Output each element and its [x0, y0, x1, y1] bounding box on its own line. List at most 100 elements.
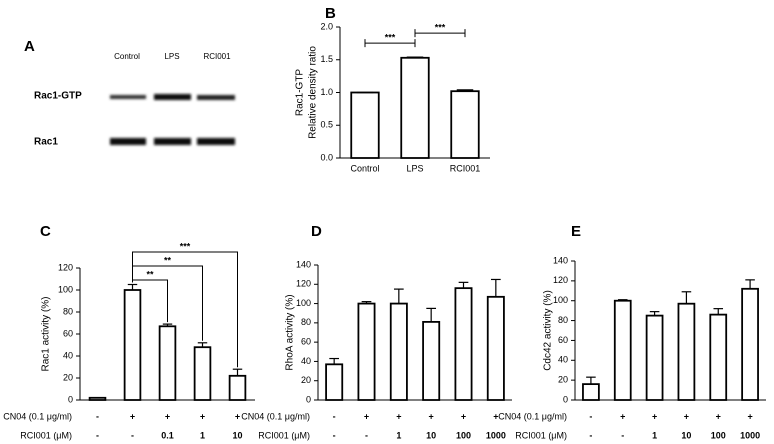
condition-cell: 1000: [740, 430, 760, 440]
condition-cell: 1: [396, 430, 401, 440]
panel-letter: A: [24, 38, 35, 55]
significance-label: ***: [180, 241, 191, 251]
condition-cell: +: [620, 411, 625, 421]
band: [154, 94, 191, 100]
x-tick-label: LPS: [406, 163, 423, 173]
bar: [357, 302, 376, 401]
condition-cell: 1: [200, 430, 205, 440]
y-tick-label: 100: [296, 298, 311, 308]
y-axis-label: Rac1 activity (%): [41, 296, 52, 371]
lane-label: RCI001: [203, 52, 231, 61]
y-tick-label: 60: [301, 337, 311, 347]
bar: [158, 325, 177, 401]
y-tick-label: 40: [301, 356, 311, 366]
condition-cell: -: [96, 411, 99, 421]
significance-bracket: [364, 39, 416, 48]
condition-label: RCI001 (μM): [515, 430, 567, 440]
y-tick-label: 0: [306, 394, 311, 404]
bar: [645, 314, 664, 401]
condition-cell: -: [131, 430, 134, 440]
panel-letter: C: [40, 223, 51, 240]
y-axis-label: Rac1-GTP: [295, 69, 306, 117]
y-tick-label: 0.0: [320, 152, 333, 162]
panel-letter: D: [311, 223, 322, 240]
y-tick-label: 1.0: [320, 87, 333, 97]
condition-cell: 100: [456, 430, 471, 440]
y-tick-label: 140: [553, 255, 568, 265]
band: [154, 138, 191, 145]
y-tick-label: 80: [301, 317, 311, 327]
y-tick-label: 140: [296, 259, 311, 269]
condition-cell: +: [429, 411, 434, 421]
y-axis-label: Relative density ratio: [308, 46, 319, 139]
y-tick-label: 20: [558, 375, 568, 385]
bar: [709, 313, 728, 401]
significance-bracket: [414, 29, 466, 38]
condition-label: CN04 (0.1 μg/ml): [3, 411, 72, 421]
bar: [677, 302, 696, 401]
condition-cell: -: [589, 411, 592, 421]
panel-letter: E: [571, 223, 581, 240]
bar: [389, 302, 408, 401]
bar: [350, 91, 380, 159]
condition-cell: 1: [652, 430, 657, 440]
bar: [613, 299, 632, 401]
condition-cell: +: [652, 411, 657, 421]
band: [197, 95, 235, 100]
lane-label: LPS: [164, 52, 179, 61]
lane-label: Control: [114, 52, 140, 61]
condition-cell: +: [364, 411, 369, 421]
condition-cell: +: [461, 411, 466, 421]
blot-row-label: Rac1-GTP: [34, 91, 82, 102]
condition-label: CN04 (0.1 μg/ml): [498, 411, 567, 421]
bar: [400, 56, 430, 159]
bar: [582, 383, 600, 401]
significance-label: **: [146, 269, 154, 279]
condition-cell: +: [200, 411, 205, 421]
x-tick-label: Control: [350, 163, 379, 173]
blot-bands: [110, 94, 235, 145]
condition-cell: +: [396, 411, 401, 421]
significance-bracket: [132, 251, 238, 368]
condition-cell: +: [684, 411, 689, 421]
y-tick-label: 120: [553, 275, 568, 285]
condition-cell: 1000: [486, 430, 506, 440]
condition-cell: 100: [711, 430, 726, 440]
condition-cell: -: [96, 430, 99, 440]
condition-cell: 10: [426, 430, 436, 440]
condition-cell: 0.1: [161, 430, 174, 440]
condition-label: RCI001 (μM): [20, 430, 72, 440]
bar: [486, 295, 505, 401]
y-tick-label: 0.5: [320, 120, 333, 130]
condition-cell: -: [621, 430, 624, 440]
condition-cell: +: [235, 411, 240, 421]
significance-label: ***: [385, 33, 396, 43]
condition-cell: +: [493, 411, 498, 421]
bar: [454, 287, 473, 401]
condition-cell: +: [130, 411, 135, 421]
panel-letter: B: [325, 5, 336, 22]
bar: [193, 346, 212, 401]
y-tick-label: 80: [558, 315, 568, 325]
y-tick-label: 2.0: [320, 21, 333, 31]
y-tick-label: 20: [63, 372, 73, 382]
y-tick-label: 0: [563, 394, 568, 404]
condition-label: RCI001 (μM): [258, 430, 310, 440]
y-axis-label: RhoA activity (%): [285, 294, 296, 370]
significance-label: ***: [435, 23, 446, 33]
y-tick-label: 40: [558, 355, 568, 365]
y-tick-label: 1.5: [320, 54, 333, 64]
condition-label: CN04 (0.1 μg/ml): [241, 411, 310, 421]
significance-label: **: [164, 255, 172, 265]
y-tick-label: 40: [63, 350, 73, 360]
band: [197, 138, 235, 145]
condition-cell: -: [333, 430, 336, 440]
y-tick-label: 100: [553, 295, 568, 305]
condition-cell: 10: [681, 430, 691, 440]
bar: [450, 90, 480, 159]
y-tick-label: 0: [68, 394, 73, 404]
bar: [422, 320, 441, 401]
y-axis-label: Cdc42 activity (%): [543, 290, 554, 371]
bar: [228, 374, 247, 401]
